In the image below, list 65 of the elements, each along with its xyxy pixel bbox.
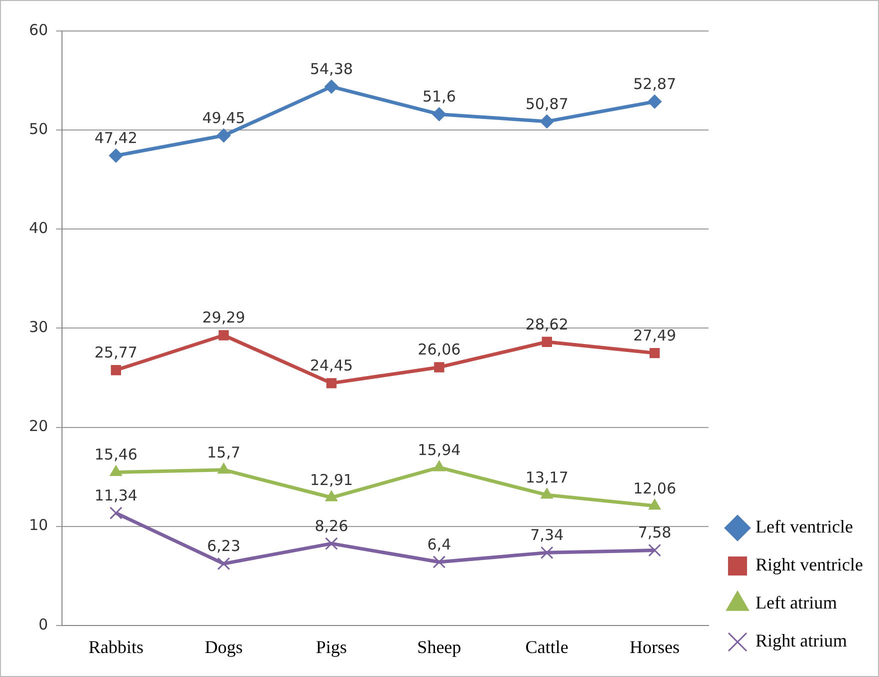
- data-label: 52,87: [633, 75, 676, 94]
- point: [110, 365, 122, 376]
- legend-label: Left ventricle: [756, 516, 853, 537]
- data-label: 54,38: [310, 60, 353, 78]
- x-tick-label: Pigs: [316, 636, 347, 657]
- data-label: 29,29: [202, 308, 246, 327]
- point: [542, 336, 552, 347]
- point: [325, 537, 338, 550]
- data-label: 11,34: [94, 486, 138, 504]
- data-label: 8,26: [314, 516, 348, 535]
- data-label: 7,58: [638, 524, 672, 542]
- data-label: 47,42: [94, 129, 138, 148]
- data-label: 15,46: [94, 446, 138, 464]
- data-label: 12,91: [310, 470, 353, 489]
- x-tick-label: Sheep: [417, 636, 462, 657]
- point: [324, 80, 338, 94]
- x-tick-label: Rabbits: [88, 636, 144, 657]
- data-label: 7,34: [530, 526, 564, 544]
- y-tick-label: 40: [28, 219, 48, 238]
- point: [110, 465, 122, 476]
- data-label: 50,87: [525, 94, 568, 113]
- legend-label: Right atrium: [756, 630, 848, 651]
- point: [326, 378, 337, 388]
- point: [325, 490, 338, 502]
- data-label: 13,17: [525, 468, 568, 486]
- x-tick-label: Dogs: [204, 636, 243, 657]
- point: [433, 460, 446, 472]
- data-label: 15,7: [206, 443, 240, 462]
- data-label: 49,45: [202, 108, 246, 127]
- y-tick-label: 50: [28, 120, 48, 138]
- data-label: 28,62: [525, 315, 568, 334]
- point: [540, 114, 554, 128]
- data-label: 25,77: [94, 343, 138, 362]
- point: [110, 506, 122, 520]
- legend-label: Left atrium: [756, 592, 837, 613]
- point: [218, 462, 230, 474]
- point: [216, 128, 231, 143]
- data-label: 6,4: [427, 535, 452, 554]
- y-tick-label: 30: [28, 318, 48, 336]
- point: [108, 148, 123, 163]
- point: [648, 94, 662, 109]
- point: [434, 362, 444, 372]
- data-label: 51,6: [422, 88, 456, 106]
- point: [540, 546, 554, 560]
- point: [540, 488, 554, 499]
- point: [650, 348, 660, 358]
- legend-label: Right ventricle: [756, 554, 864, 575]
- point: [217, 557, 230, 570]
- data-label: 15,94: [418, 440, 461, 459]
- x-tick-label: Cattle: [525, 636, 568, 657]
- point: [648, 498, 661, 510]
- x-tick-label: Horses: [630, 636, 680, 657]
- point: [218, 330, 229, 340]
- y-tick-label: 10: [28, 516, 48, 534]
- data-label: 6,23: [206, 537, 240, 556]
- point: [648, 544, 662, 557]
- y-tick-label: 0: [38, 615, 48, 634]
- y-tick-label: 60: [28, 20, 48, 39]
- point: [432, 556, 446, 568]
- y-tick-label: 20: [28, 417, 48, 436]
- data-label: 26,06: [418, 340, 461, 359]
- data-label: 24,45: [310, 356, 353, 375]
- data-label: 12,06: [633, 479, 676, 498]
- point: [432, 107, 446, 122]
- data-label: 27,49: [633, 326, 676, 344]
